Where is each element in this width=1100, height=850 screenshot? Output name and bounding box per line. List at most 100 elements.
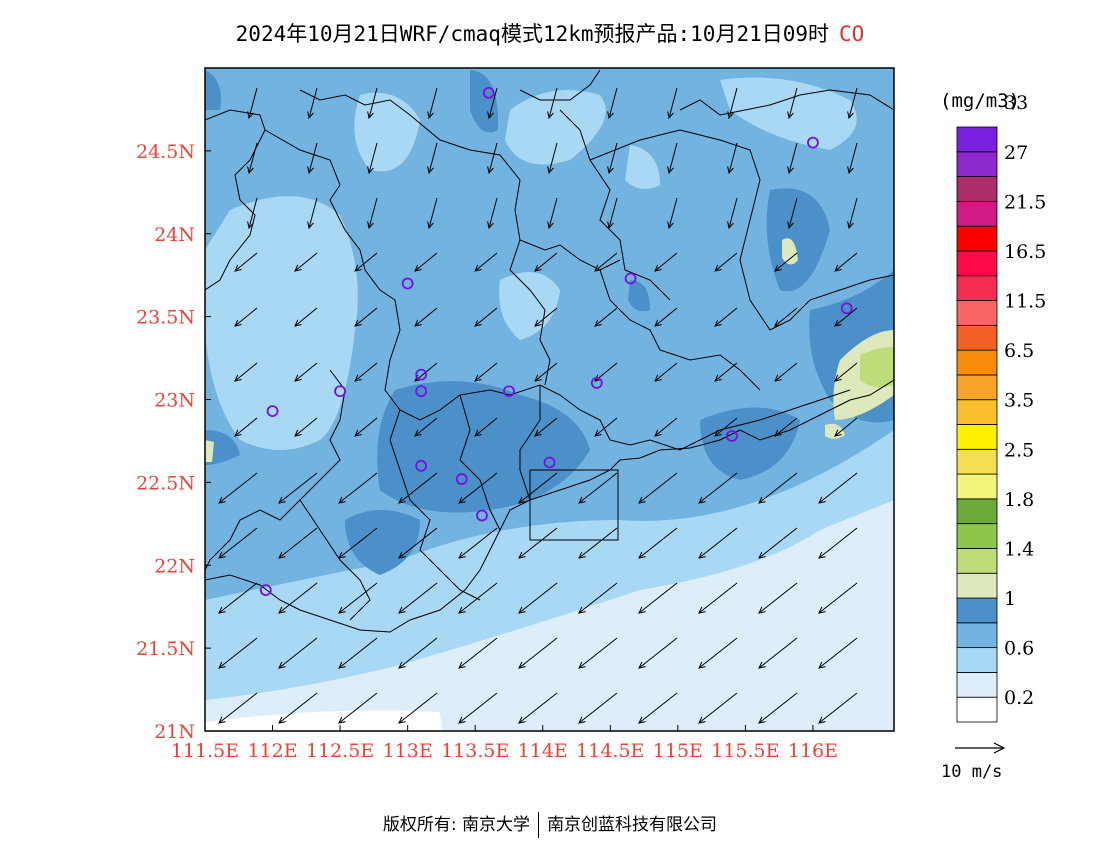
wind-arrow <box>534 417 558 437</box>
wind-arrow <box>414 417 438 437</box>
wind-arrowhead <box>787 166 794 175</box>
wind-arrow <box>518 582 558 614</box>
wind-arrow <box>728 87 738 119</box>
wind-arrow <box>638 637 678 669</box>
wind-arrow <box>278 527 318 559</box>
lon-label: 114E <box>518 740 568 762</box>
wind-arrowhead <box>367 111 374 120</box>
wind-arrowhead <box>607 111 614 120</box>
wind-arrowhead <box>354 429 362 437</box>
wind-arrowhead <box>654 264 662 272</box>
admin-boundaries <box>205 69 894 633</box>
wind-arrowhead <box>758 661 766 669</box>
wind-arrowhead <box>218 661 226 669</box>
wind-arrowhead <box>594 374 602 382</box>
wind-arrowhead <box>818 496 826 504</box>
wind-arrowhead <box>594 429 602 437</box>
lon-label: 115E <box>653 740 703 762</box>
wind-arrow <box>834 417 858 437</box>
footer-right: 南京创蓝科技有限公司 <box>547 815 718 835</box>
wind-arrowhead <box>714 319 722 327</box>
station-marker <box>401 277 414 290</box>
wind-arrow <box>458 527 498 559</box>
station-marker <box>624 272 637 285</box>
wind-arrow <box>234 362 258 382</box>
wind-arrow <box>398 692 438 724</box>
station-marker <box>476 509 488 522</box>
wind-arrowhead <box>278 716 286 724</box>
legend-unit: (mg/m3) <box>940 90 1021 112</box>
wind-arrow <box>218 692 258 724</box>
wind-arrowhead <box>834 429 842 437</box>
wind-arrowhead <box>638 661 646 669</box>
wind-arrow <box>518 637 558 669</box>
wind-arrowhead <box>294 264 302 272</box>
wind-arrow <box>608 87 618 119</box>
wind-arrowhead <box>427 111 434 120</box>
lon-label: 116E <box>788 740 838 762</box>
wind-arrow <box>308 197 318 229</box>
wind-arrowhead <box>294 374 302 382</box>
wind-arrow <box>714 252 738 272</box>
station-marker <box>482 86 495 99</box>
wind-arrowhead <box>654 374 662 382</box>
wind-arrowhead <box>714 374 722 382</box>
wind-arrow <box>248 87 258 119</box>
wind-arrow <box>714 307 738 327</box>
wind-arrow <box>818 637 858 669</box>
wind-arrowhead <box>458 606 466 614</box>
wind-arrowhead <box>458 551 466 559</box>
wind-arrowhead <box>427 221 434 230</box>
wind-arrow <box>518 527 558 559</box>
wind-arrow <box>474 417 498 437</box>
station-marker <box>415 459 428 472</box>
wind-arrowhead <box>834 374 842 382</box>
wind-arrowhead <box>247 221 254 230</box>
longitude-labels: 111.5E 112E 112.5E 113E 113.5E 114E 114.5E 115E… <box>171 740 838 762</box>
wind-arrow <box>458 582 498 614</box>
wind-arrowhead <box>578 551 586 559</box>
wind-arrow <box>818 692 858 724</box>
wind-arrowhead <box>518 496 526 504</box>
wind-arrow <box>248 142 258 174</box>
wind-arrowhead <box>398 661 406 669</box>
title-species: CO <box>839 22 865 46</box>
axis-ticks <box>204 150 814 732</box>
wind-arrowhead <box>698 661 706 669</box>
wind-arrow <box>848 197 858 229</box>
wind-arrowhead <box>818 551 826 559</box>
wind-arrowhead <box>547 221 554 230</box>
wind-arrowhead <box>774 319 782 327</box>
wind-arrowhead <box>727 221 734 230</box>
wind-arrow <box>774 362 798 382</box>
wind-arrowhead <box>818 661 826 669</box>
station-marker <box>725 430 738 442</box>
wind-arrowhead <box>518 551 526 559</box>
wind-arrow <box>278 472 318 504</box>
wind-arrow <box>294 417 318 437</box>
wind-arrow <box>668 87 678 119</box>
wind-arrow <box>234 252 258 272</box>
wind-arrow <box>638 472 678 504</box>
concentration-field <box>205 68 894 731</box>
wind-arrow <box>654 362 678 382</box>
wind-arrowhead <box>667 221 674 230</box>
wind-arrowhead <box>667 166 674 175</box>
wind-arrow <box>234 417 258 437</box>
wind-arrowhead <box>338 716 346 724</box>
wind-arrow <box>728 197 738 229</box>
wind-arrowhead <box>278 606 286 614</box>
wind-arrow <box>548 142 558 174</box>
wind-arrowhead <box>278 661 286 669</box>
wind-arrowhead <box>218 496 226 504</box>
wind-arrowhead <box>247 111 254 120</box>
wind-arrowhead <box>414 319 422 327</box>
wind-arrow <box>534 252 558 272</box>
wind-arrowhead <box>367 221 374 230</box>
wind-arrowhead <box>607 166 614 175</box>
wind-arrowhead <box>654 429 662 437</box>
wind-arrow <box>818 472 858 504</box>
wind-arrowhead <box>758 606 766 614</box>
wind-arrow <box>698 472 738 504</box>
